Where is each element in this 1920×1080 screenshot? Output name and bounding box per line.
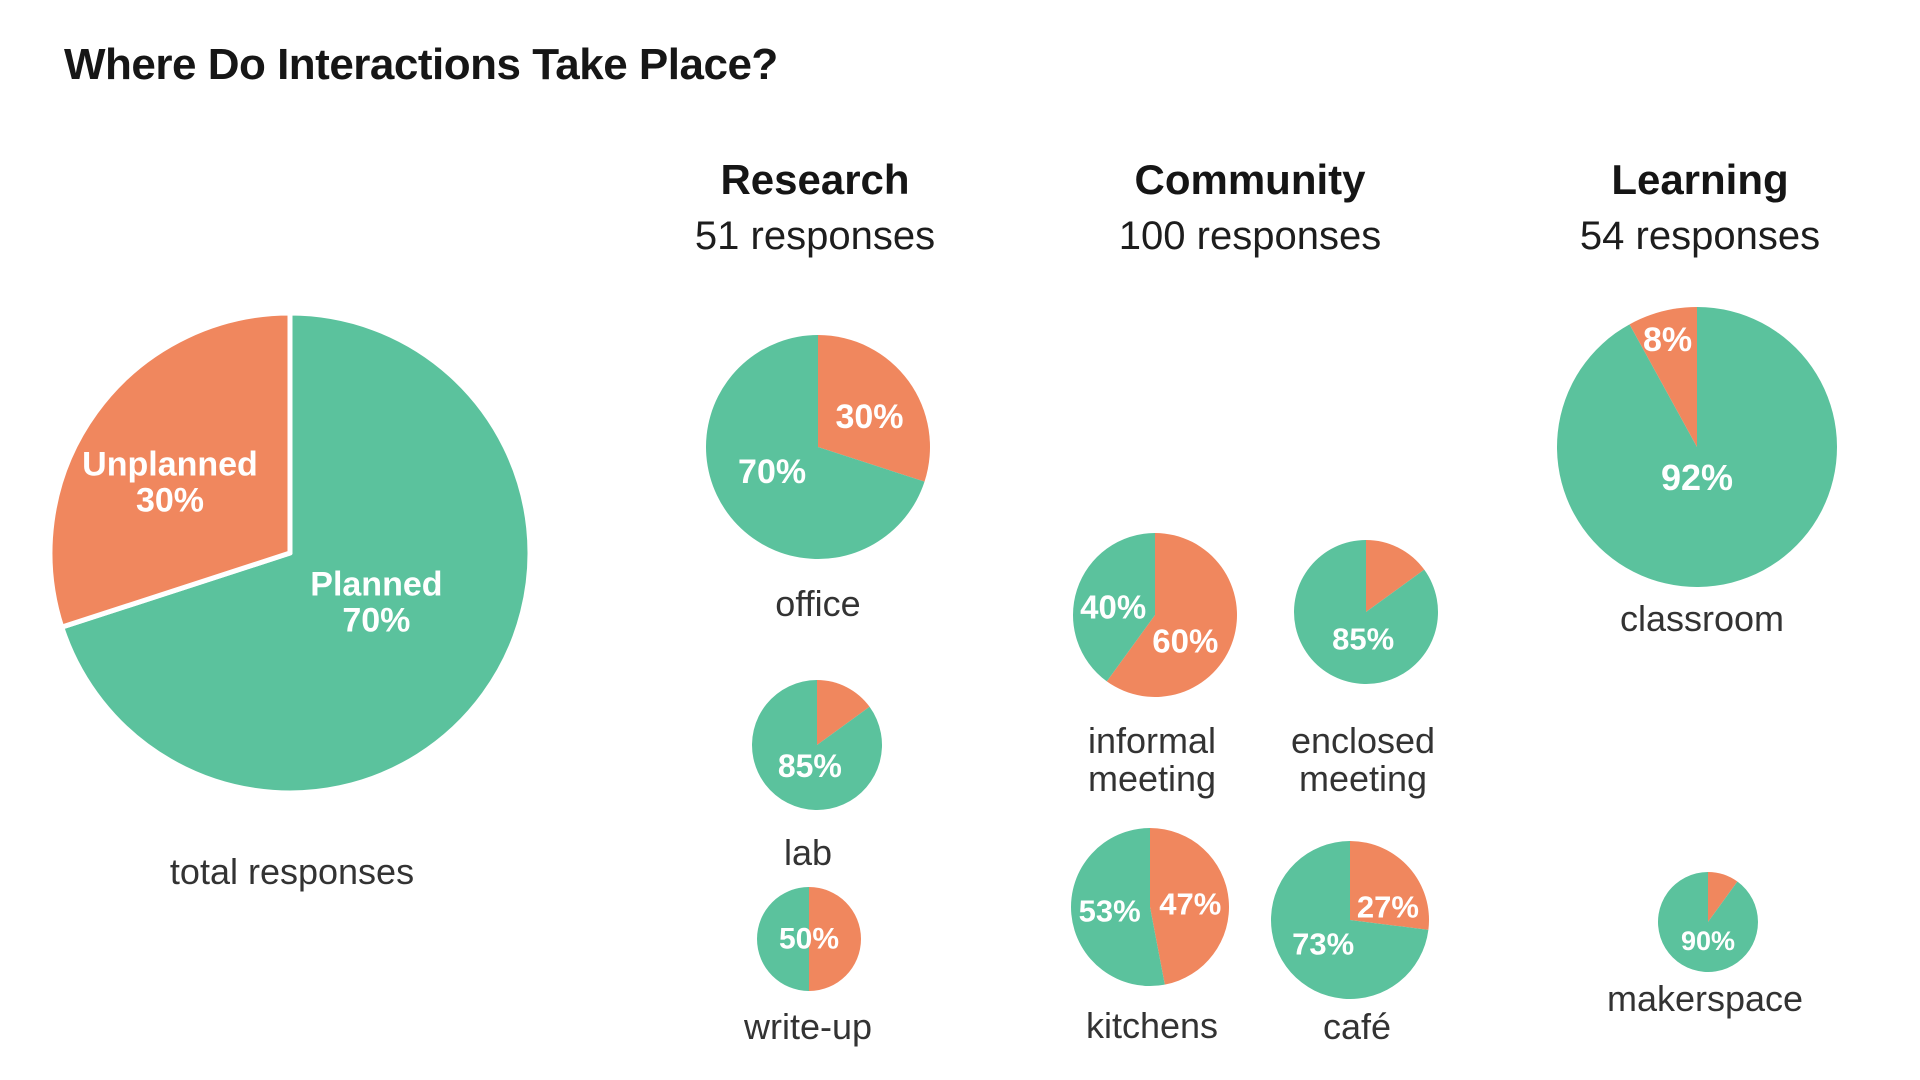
caption-write-up: write-up bbox=[743, 1006, 873, 1047]
classroom-slice-orange bbox=[1629, 307, 1697, 447]
pie-informal-meeting: 60% 40% bbox=[1073, 533, 1237, 697]
total-pie-svg bbox=[50, 313, 530, 793]
makerspace-slice-green bbox=[1658, 872, 1758, 972]
group-name-community: Community bbox=[1134, 156, 1366, 203]
writeup-pie-svg bbox=[757, 887, 861, 991]
pie-total-responses: Planned 70% Unplanned 30% bbox=[50, 313, 530, 793]
enclosed-slice-label: 85% bbox=[1332, 621, 1395, 657]
total-slice-green bbox=[59, 313, 530, 793]
group-header-research: Research 51 responses bbox=[695, 156, 935, 258]
total-slice-orange bbox=[50, 313, 293, 630]
office-slice-orange bbox=[818, 335, 930, 482]
office-pie-svg bbox=[706, 335, 930, 559]
enclosed-slice-green bbox=[1294, 540, 1438, 684]
writeup-slice-label: 50% bbox=[778, 922, 840, 956]
cafe-pie-svg bbox=[1271, 841, 1429, 999]
pie-write-up: 50% bbox=[757, 887, 861, 991]
informal-slice-label: 40% bbox=[1080, 588, 1147, 626]
caption-makerspace: makerspace bbox=[1606, 978, 1804, 1019]
group-header-community: Community 100 responses bbox=[1119, 156, 1381, 258]
office-slice-label: 30% bbox=[835, 398, 904, 437]
total-slice-label: Planned 70% bbox=[310, 565, 443, 640]
office-slice-label: 70% bbox=[738, 452, 807, 491]
pie-classroom: 92% 8% bbox=[1557, 307, 1837, 587]
lab-slice-label: 85% bbox=[777, 748, 842, 785]
cafe-slice-label: 73% bbox=[1292, 926, 1355, 962]
kitchens-slice-green bbox=[1071, 828, 1165, 986]
informal-slice-green bbox=[1073, 533, 1155, 682]
writeup-slice-orange bbox=[809, 887, 861, 991]
group-count-learning: 54 responses bbox=[1579, 214, 1821, 258]
pie-kitchens: 47% 53% bbox=[1071, 828, 1229, 986]
lab-slice-green bbox=[752, 680, 882, 810]
group-count-research: 51 responses bbox=[694, 214, 936, 258]
makerspace-pie-svg bbox=[1658, 872, 1758, 972]
caption-lab: lab bbox=[783, 832, 833, 873]
caption-informal-meeting: informal meeting bbox=[1087, 720, 1217, 800]
classroom-slice-label: 8% bbox=[1643, 320, 1693, 359]
cafe-slice-label: 27% bbox=[1356, 889, 1419, 925]
group-name-learning: Learning bbox=[1611, 156, 1789, 203]
makerspace-slice-label: 90% bbox=[1680, 925, 1736, 956]
caption-kitchens: kitchens bbox=[1085, 1005, 1219, 1046]
classroom-slice-label: 92% bbox=[1660, 456, 1734, 498]
enclosed-pie-svg bbox=[1294, 540, 1438, 684]
caption-office: office bbox=[775, 583, 861, 624]
pie-office: 30% 70% bbox=[706, 335, 930, 559]
pie-enclosed-meeting: 85% bbox=[1294, 540, 1438, 684]
caption-cafe: café bbox=[1322, 1006, 1392, 1047]
enclosed-slice-orange bbox=[1366, 540, 1425, 612]
cafe-slice-green bbox=[1271, 841, 1429, 999]
lab-pie-svg bbox=[752, 680, 882, 810]
total-slice-label: Unplanned 30% bbox=[82, 445, 258, 520]
pie-cafe: 27% 73% bbox=[1271, 841, 1429, 999]
classroom-pie-svg bbox=[1557, 307, 1837, 587]
group-name-research: Research bbox=[720, 156, 910, 203]
group-header-learning: Learning 54 responses bbox=[1580, 156, 1820, 258]
caption-classroom: classroom bbox=[1619, 598, 1785, 639]
informal-slice-orange bbox=[1106, 533, 1237, 697]
pie-makerspace: 90% bbox=[1658, 872, 1758, 972]
office-slice-green bbox=[706, 335, 925, 559]
chart-title: Where Do Interactions Take Place? bbox=[64, 40, 778, 89]
caption-enclosed-meeting: enclosed meeting bbox=[1290, 720, 1436, 800]
kitchens-slice-label: 47% bbox=[1159, 886, 1222, 922]
kitchens-pie-svg bbox=[1071, 828, 1229, 986]
kitchens-slice-label: 53% bbox=[1078, 893, 1141, 929]
lab-slice-orange bbox=[817, 680, 870, 745]
cafe-slice-orange bbox=[1350, 841, 1429, 930]
informal-pie-svg bbox=[1073, 533, 1237, 697]
group-count-community: 100 responses bbox=[1118, 214, 1382, 258]
makerspace-slice-orange bbox=[1708, 872, 1738, 922]
pie-lab: 85% bbox=[752, 680, 882, 810]
kitchens-slice-orange bbox=[1150, 828, 1229, 985]
caption-total-responses: total responses bbox=[169, 851, 415, 892]
writeup-slice-green bbox=[757, 887, 809, 991]
informal-slice-label: 60% bbox=[1152, 622, 1219, 660]
